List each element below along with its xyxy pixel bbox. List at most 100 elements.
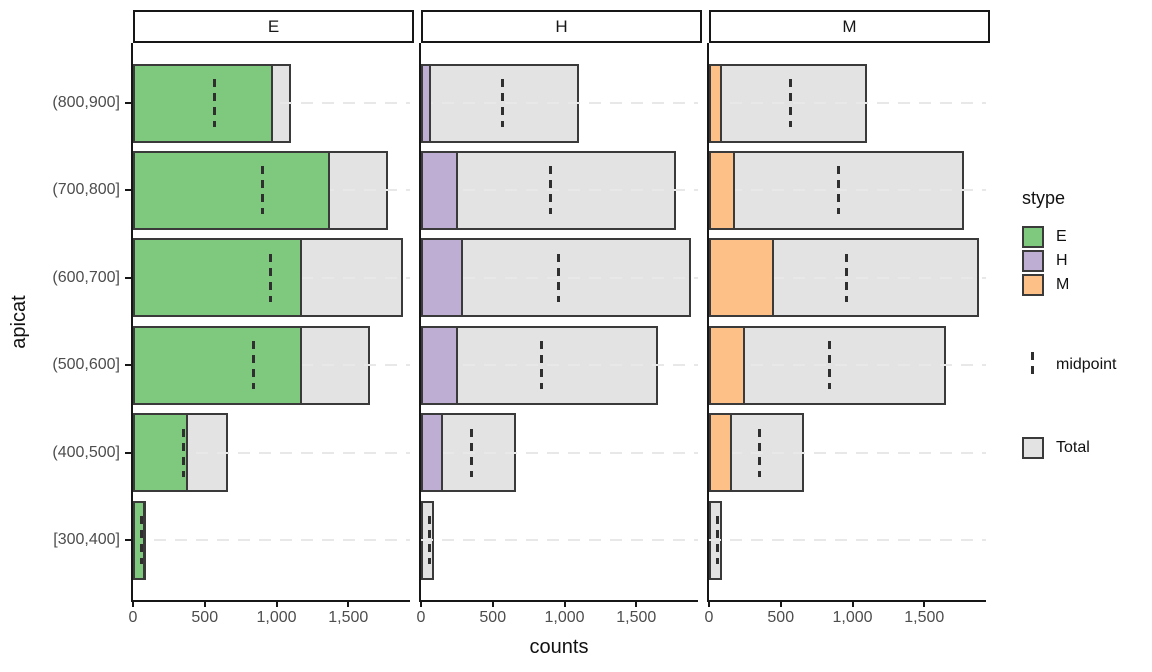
x-tick-label: 1,500 (616, 609, 657, 626)
stype-bar-E (133, 325, 302, 405)
legend-label-H: H (1056, 252, 1068, 269)
gridline-major-y (709, 539, 986, 541)
facet-strip-label-H: H (555, 16, 568, 36)
stype-bar-E (133, 238, 302, 318)
x-tick-label: 1,000 (832, 609, 873, 626)
x-tick-mark (491, 602, 494, 607)
x-axis-line-E (131, 600, 410, 602)
gridline-major-y (709, 451, 986, 454)
y-tick-mark (125, 451, 131, 454)
x-tick-label: 0 (128, 609, 138, 626)
stype-bar-H (421, 63, 432, 143)
y-tick-mark (125, 102, 131, 104)
x-tick-label: 0 (704, 609, 714, 626)
x-tick-label: 1,500 (904, 609, 945, 626)
midpoint-marker (268, 253, 272, 302)
facet-strip-M: M (709, 10, 990, 43)
facet-strip-E: E (133, 10, 414, 43)
legend-label-M: M (1056, 276, 1070, 293)
x-tick-label: 500 (191, 609, 219, 626)
midpoint-marker (140, 516, 144, 564)
gridline-major-y (421, 102, 698, 104)
x-tick-mark (132, 602, 134, 607)
x-tick-label: 1,000 (544, 609, 585, 626)
gridline-major-y (709, 102, 986, 104)
gridline-major-y (421, 189, 698, 192)
midpoint-marker (252, 341, 256, 390)
stype-bar-M (709, 63, 722, 143)
stype-bar-H (421, 325, 458, 405)
legend-label-total: Total (1056, 439, 1090, 456)
midpoint-marker (549, 166, 553, 215)
x-tick-mark (779, 602, 782, 607)
y-axis-label: (800,900] (52, 94, 120, 111)
x-tick-label: 1,000 (256, 609, 297, 626)
y-axis-line-M (707, 43, 709, 602)
stype-bar-E (133, 500, 146, 580)
y-axis-line-H (419, 43, 421, 602)
gridline-major-y (421, 451, 698, 454)
x-tick-mark (923, 602, 926, 607)
stype-bar-H (421, 238, 463, 318)
x-axis-line-H (419, 600, 698, 602)
stype-bar-M (709, 325, 745, 405)
gridline-major-y (133, 539, 410, 541)
gridline-major-y (421, 539, 698, 541)
midpoint-marker (181, 428, 185, 477)
facet-strip-H: H (421, 10, 702, 43)
midpoint-marker (837, 166, 841, 215)
panel-E: 0 500 1,000 1,500 (129, 43, 410, 626)
midpoint-marker (261, 166, 265, 215)
x-axis-line-M (707, 600, 986, 602)
legend-swatch-M (1022, 274, 1044, 296)
midpoint-marker (501, 79, 505, 127)
y-axis-label: (700,800] (52, 181, 120, 199)
facet-strip-label-E: E (267, 16, 280, 36)
y-axis-label: (600,700] (52, 268, 120, 286)
panel-H: 0 500 1,000 1,500 (417, 43, 698, 626)
stype-bar-H (421, 413, 443, 493)
gridline-major-y (133, 451, 410, 454)
y-axis-label: (400,500] (52, 443, 120, 461)
y-axis-label: (500,600] (52, 356, 120, 374)
stype-bar-E (133, 150, 330, 230)
stype-bar-H (421, 150, 458, 230)
facet-strip-label-M: M (842, 16, 857, 36)
midpoint-marker (828, 341, 832, 390)
midpoint-marker (757, 428, 761, 477)
legend-swatch-total (1022, 437, 1044, 459)
gridline-major-y (709, 189, 986, 192)
x-tick-mark (708, 602, 710, 607)
x-tick-mark (347, 602, 350, 607)
legend-swatch-H (1022, 250, 1044, 272)
midpoint-marker (844, 253, 848, 302)
x-axis-title: counts (529, 636, 589, 658)
x-tick-label: 1,500 (328, 609, 369, 626)
stype-bar-M (709, 238, 775, 318)
gridline-major-y (421, 364, 698, 367)
y-tick-mark (125, 276, 131, 279)
midpoint-marker (789, 79, 793, 127)
x-tick-label: 500 (479, 609, 507, 626)
y-tick-mark (125, 364, 131, 367)
midpoint-marker (556, 253, 560, 302)
y-tick-mark (125, 539, 131, 541)
gridline-major-y (709, 364, 986, 367)
x-tick-mark (635, 602, 638, 607)
midpoint-marker (469, 428, 473, 477)
y-axis-label: [300,400] (53, 531, 120, 548)
legend-midpoint-dash-icon (1031, 352, 1034, 379)
stype-bar-E (133, 63, 273, 143)
x-tick-mark (563, 602, 566, 607)
x-tick-mark (420, 602, 422, 607)
y-axis-line-E (131, 43, 133, 602)
y-tick-mark (125, 189, 131, 192)
stype-bar-M (709, 413, 732, 493)
legend-swatch-E (1022, 226, 1044, 248)
midpoint-marker (213, 79, 217, 127)
stype-bar-M (709, 150, 735, 230)
midpoint-marker (428, 516, 432, 564)
x-tick-label: 0 (416, 609, 426, 626)
legend-title: stype (1022, 188, 1066, 208)
